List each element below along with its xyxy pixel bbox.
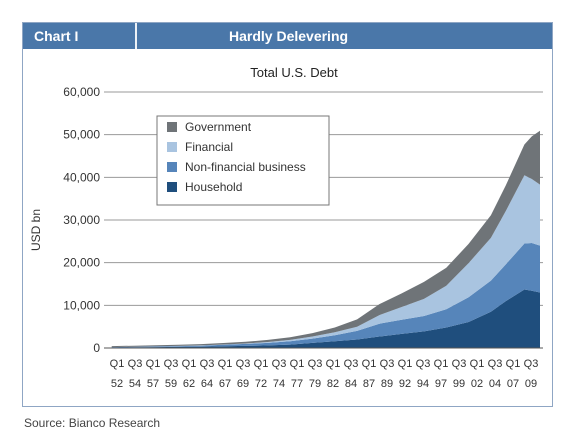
x-tick-label: 77 bbox=[291, 378, 303, 390]
x-tick-label: Q3 bbox=[380, 358, 395, 370]
y-tick-label: 30,000 bbox=[63, 213, 100, 227]
x-tick-label: Q1 bbox=[362, 358, 377, 370]
x-tick-label: 89 bbox=[381, 378, 393, 390]
legend-label: Financial bbox=[185, 140, 233, 154]
legend-label: Government bbox=[185, 120, 252, 134]
x-tick-label: 69 bbox=[237, 378, 249, 390]
y-tick-label: 20,000 bbox=[63, 256, 100, 270]
y-tick-label: 0 bbox=[93, 341, 100, 355]
legend-label: Non-financial business bbox=[185, 160, 306, 174]
legend-swatch bbox=[167, 162, 177, 172]
x-tick-label: Q1 bbox=[254, 358, 269, 370]
y-tick-label: 50,000 bbox=[63, 128, 100, 142]
chart-number-label: Chart I bbox=[34, 28, 79, 44]
x-tick-label: Q3 bbox=[164, 358, 179, 370]
x-tick-label: Q1 bbox=[506, 358, 521, 370]
legend-box bbox=[156, 115, 330, 206]
area-series-government bbox=[111, 130, 540, 348]
x-tick-label: Q3 bbox=[344, 358, 359, 370]
x-tick-label: 67 bbox=[219, 378, 231, 390]
x-tick-label: 07 bbox=[507, 378, 519, 390]
x-tick-label: 52 bbox=[111, 378, 123, 390]
x-tick-label: 74 bbox=[273, 378, 285, 390]
x-tick-label: Q1 bbox=[326, 358, 341, 370]
x-tick-label: Q1 bbox=[146, 358, 161, 370]
chart-header-title: Hardly Delevering bbox=[229, 28, 349, 44]
x-tick-label: 64 bbox=[201, 378, 213, 390]
y-tick-label: 40,000 bbox=[63, 170, 100, 184]
x-tick-label: 72 bbox=[255, 378, 267, 390]
x-tick-label: 09 bbox=[525, 378, 537, 390]
y-tick-label: 60,000 bbox=[63, 85, 100, 99]
area-series-financial bbox=[111, 175, 540, 348]
y-tick-label: 10,000 bbox=[63, 298, 100, 312]
x-tick-label: Q1 bbox=[398, 358, 413, 370]
x-tick-label: Q3 bbox=[308, 358, 323, 370]
legend-label: Household bbox=[185, 180, 242, 194]
x-tick-label: 54 bbox=[129, 378, 141, 390]
x-tick-label: 57 bbox=[147, 378, 159, 390]
legend-swatch bbox=[167, 182, 177, 192]
x-tick-label: Q1 bbox=[470, 358, 485, 370]
x-tick-label: 94 bbox=[417, 378, 429, 390]
x-tick-label: Q3 bbox=[272, 358, 287, 370]
legend-swatch bbox=[167, 142, 177, 152]
x-tick-label: Q3 bbox=[416, 358, 431, 370]
source-note: Source: Bianco Research bbox=[24, 416, 161, 430]
area-series-non-financial-business bbox=[111, 243, 540, 348]
x-tick-label: Q3 bbox=[452, 358, 467, 370]
x-tick-label: 59 bbox=[165, 378, 177, 390]
x-tick-label: 02 bbox=[471, 378, 483, 390]
x-tick-label: Q3 bbox=[488, 358, 503, 370]
x-tick-label: 04 bbox=[489, 378, 501, 390]
x-tick-label: Q1 bbox=[290, 358, 305, 370]
x-tick-label: Q3 bbox=[128, 358, 143, 370]
x-tick-label: 82 bbox=[327, 378, 339, 390]
x-tick-label: Q1 bbox=[218, 358, 233, 370]
x-tick-label: 79 bbox=[309, 378, 321, 390]
y-axis-label: USD bn bbox=[29, 209, 43, 251]
legend-swatch bbox=[167, 122, 177, 132]
chart-header: Chart I Hardly Delevering bbox=[23, 23, 552, 49]
x-tick-label: Q3 bbox=[524, 358, 539, 370]
x-tick-label: 62 bbox=[183, 378, 195, 390]
x-tick-label: 84 bbox=[345, 378, 357, 390]
x-tick-label: 87 bbox=[363, 378, 375, 390]
x-tick-label: 92 bbox=[399, 378, 411, 390]
x-tick-label: Q1 bbox=[110, 358, 125, 370]
chart-title: Total U.S. Debt bbox=[250, 65, 338, 80]
x-tick-label: Q1 bbox=[434, 358, 449, 370]
x-tick-label: 97 bbox=[435, 378, 447, 390]
header-divider bbox=[135, 23, 137, 49]
x-tick-label: Q3 bbox=[236, 358, 251, 370]
x-tick-label: Q1 bbox=[182, 358, 197, 370]
x-tick-label: Q3 bbox=[200, 358, 215, 370]
x-tick-label: 99 bbox=[453, 378, 465, 390]
area-series-household bbox=[111, 289, 540, 348]
